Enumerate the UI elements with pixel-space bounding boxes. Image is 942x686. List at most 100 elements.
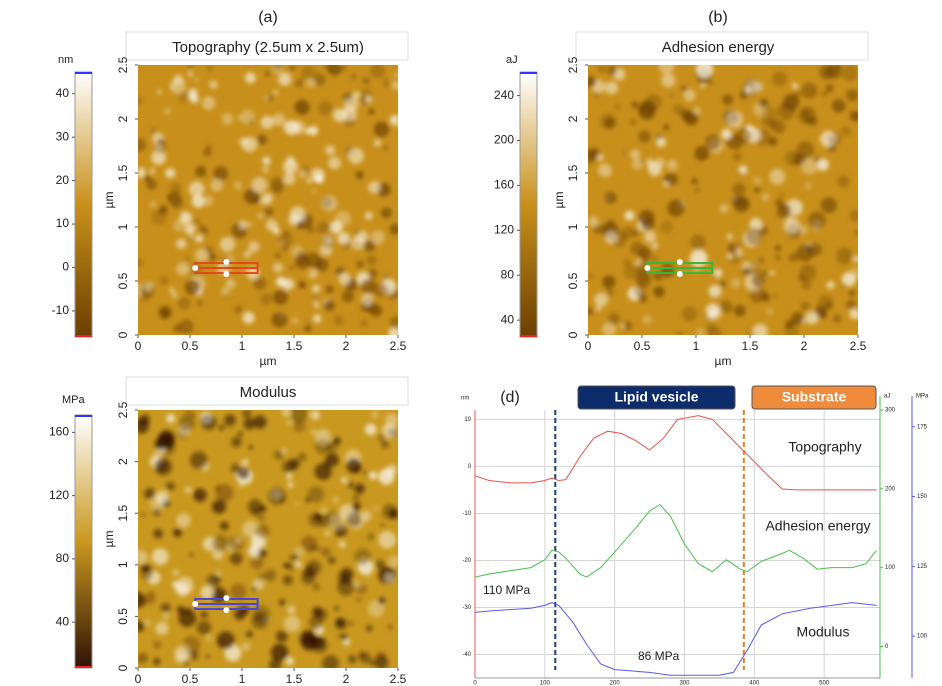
- texture-blob: [346, 511, 363, 527]
- side-tick-label: 175: [917, 424, 928, 430]
- texture-blob: [329, 513, 347, 531]
- texture-blob: [160, 308, 171, 319]
- texture-blob: [278, 232, 293, 248]
- x-tick-label: 0.5: [182, 672, 199, 686]
- texture-blob: [150, 496, 165, 512]
- texture-blob: [363, 239, 376, 252]
- x-tick-label: 2.5: [850, 339, 867, 353]
- texture-blob: [254, 523, 270, 539]
- texture-blob: [138, 138, 147, 152]
- texture-blob: [366, 574, 371, 580]
- region-label: Substrate: [782, 389, 847, 405]
- texture-blob: [218, 639, 225, 645]
- texture-blob: [389, 116, 397, 124]
- texture-blob: [337, 232, 350, 245]
- texture-blob: [737, 241, 744, 248]
- texture-blob: [314, 463, 332, 481]
- texture-blob: [160, 603, 171, 613]
- texture-blob: [283, 563, 288, 568]
- texture-blob: [588, 147, 600, 160]
- texture-blob: [631, 158, 644, 170]
- texture-blob: [681, 306, 698, 322]
- texture-blob: [248, 545, 261, 558]
- texture-blob: [365, 624, 373, 632]
- texture-blob: [172, 569, 179, 576]
- y-tick-label: 0: [116, 331, 130, 338]
- selection-handle: [223, 271, 230, 278]
- texture-blob: [594, 292, 608, 307]
- texture-blob: [138, 96, 143, 105]
- texture-blob: [281, 410, 291, 417]
- texture-blob: [380, 440, 390, 449]
- texture-blob: [774, 244, 782, 252]
- texture-blob: [805, 244, 815, 254]
- texture-blob: [588, 216, 599, 227]
- colorbar-tick-label: 0: [62, 260, 69, 274]
- texture-blob: [334, 210, 351, 227]
- texture-blob: [623, 263, 639, 280]
- texture-blob: [154, 457, 172, 476]
- texture-blob: [641, 217, 655, 231]
- texture-blob: [602, 322, 617, 335]
- texture-blob: [791, 312, 805, 325]
- texture-blob: [206, 65, 214, 72]
- texture-blob: [235, 537, 242, 543]
- texture-blob: [313, 583, 320, 590]
- texture-blob: [354, 243, 359, 248]
- texture-blob: [708, 285, 722, 298]
- panel-title: Adhesion energy: [662, 39, 775, 56]
- texture-blob: [621, 226, 635, 240]
- texture-blob: [248, 241, 260, 253]
- texture-blob: [325, 285, 334, 294]
- texture-blob: [388, 327, 398, 335]
- y-tick-label: 1.5: [116, 505, 130, 522]
- title-frame: [125, 31, 409, 61]
- side-tick-label: 100: [885, 565, 896, 571]
- texture-blob: [807, 116, 818, 127]
- texture-blob: [700, 83, 706, 88]
- texture-blob: [207, 635, 212, 640]
- texture-blob: [753, 186, 761, 193]
- texture-blob: [273, 90, 278, 95]
- curve-label: Modulus: [797, 624, 850, 640]
- texture-blob: [353, 91, 361, 99]
- texture-blob: [800, 301, 811, 312]
- texture-blob: [179, 319, 194, 334]
- texture-blob: [151, 150, 166, 165]
- texture-blob: [289, 265, 295, 271]
- texture-blob: [706, 322, 716, 333]
- texture-blob: [199, 414, 214, 428]
- y-tick-label: 0.5: [566, 272, 580, 289]
- texture-blob: [394, 72, 398, 78]
- texture-blob: [308, 125, 319, 136]
- y-tick-label: 1: [116, 223, 130, 230]
- texture-blob: [786, 217, 793, 224]
- texture-blob: [370, 230, 385, 245]
- texture-blob: [287, 481, 294, 488]
- texture-blob: [341, 290, 354, 303]
- texture-blob: [187, 65, 193, 69]
- texture-blob: [769, 169, 786, 185]
- texture-blob: [614, 103, 621, 110]
- texture-blob: [224, 293, 229, 298]
- texture-blob: [391, 80, 398, 90]
- texture-blob: [668, 92, 675, 98]
- texture-blob: [188, 88, 198, 98]
- y-tick-label: -40: [462, 652, 471, 658]
- texture-blob: [367, 600, 385, 618]
- texture-blob: [604, 191, 617, 204]
- texture-blob: [801, 158, 818, 175]
- texture-blob: [741, 267, 751, 277]
- texture-blob: [246, 630, 254, 638]
- texture-blob: [270, 643, 289, 662]
- texture-blob: [369, 304, 383, 317]
- colorbar-tick-label: 200: [494, 133, 514, 147]
- y-tick-label: 0: [566, 331, 580, 338]
- texture-blob: [239, 483, 244, 488]
- texture-blob: [622, 150, 627, 155]
- texture-blob: [324, 145, 336, 156]
- texture-blob: [311, 188, 316, 193]
- texture-blob: [188, 181, 205, 198]
- texture-blob: [154, 142, 163, 152]
- texture-blob: [213, 166, 229, 182]
